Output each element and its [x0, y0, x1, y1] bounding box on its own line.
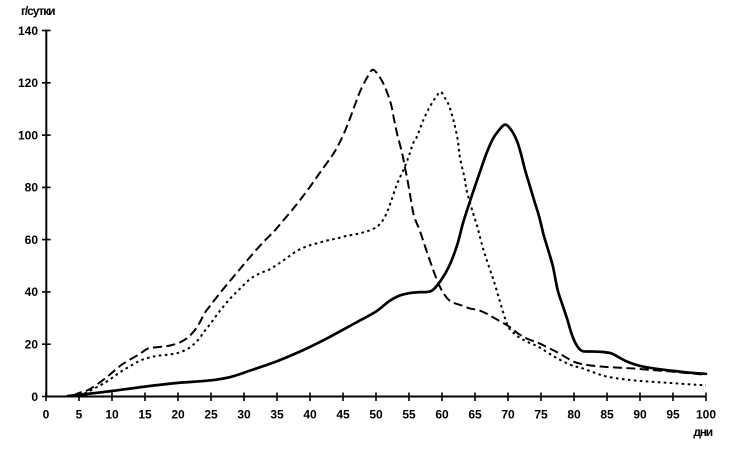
svg-text:60: 60	[435, 408, 449, 422]
svg-text:0: 0	[43, 408, 50, 422]
svg-text:80: 80	[567, 408, 581, 422]
svg-text:35: 35	[270, 408, 284, 422]
svg-text:20: 20	[25, 338, 39, 352]
svg-text:75: 75	[534, 408, 548, 422]
svg-text:60: 60	[25, 233, 39, 247]
svg-text:40: 40	[303, 408, 317, 422]
svg-text:45: 45	[336, 408, 350, 422]
svg-text:г/сутки: г/сутки	[21, 4, 55, 18]
svg-text:70: 70	[501, 408, 515, 422]
svg-text:100: 100	[696, 408, 716, 422]
svg-text:90: 90	[633, 408, 647, 422]
svg-text:50: 50	[369, 408, 383, 422]
svg-text:15: 15	[138, 408, 152, 422]
svg-text:140: 140	[18, 24, 38, 38]
svg-text:120: 120	[18, 76, 38, 90]
svg-text:40: 40	[25, 285, 39, 299]
svg-text:10: 10	[105, 408, 119, 422]
svg-text:55: 55	[402, 408, 416, 422]
svg-text:5: 5	[76, 408, 83, 422]
svg-text:65: 65	[468, 408, 482, 422]
svg-text:0: 0	[31, 390, 38, 404]
svg-text:100: 100	[18, 128, 38, 142]
svg-text:85: 85	[600, 408, 614, 422]
svg-text:30: 30	[237, 408, 251, 422]
svg-text:20: 20	[171, 408, 185, 422]
svg-text:дни: дни	[693, 425, 712, 439]
svg-text:25: 25	[204, 408, 218, 422]
svg-text:80: 80	[25, 181, 39, 195]
svg-text:95: 95	[666, 408, 680, 422]
